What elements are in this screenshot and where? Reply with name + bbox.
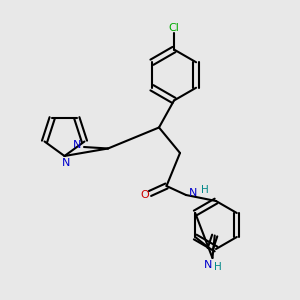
- Text: H: H: [214, 262, 222, 272]
- Text: N: N: [62, 158, 70, 168]
- Text: O: O: [140, 190, 149, 200]
- Text: H: H: [201, 184, 208, 195]
- Text: N: N: [73, 140, 82, 150]
- Text: Cl: Cl: [169, 22, 179, 33]
- Text: N: N: [189, 188, 198, 199]
- Text: N: N: [204, 260, 212, 270]
